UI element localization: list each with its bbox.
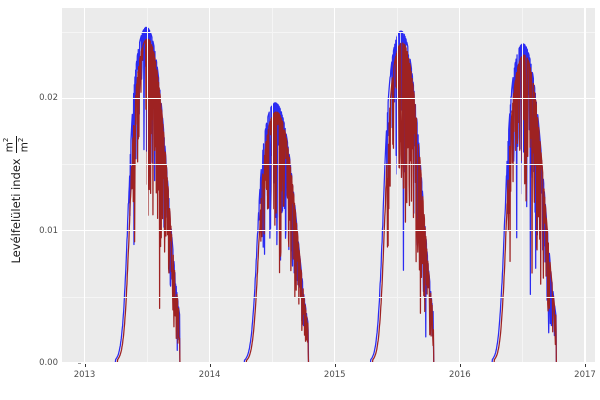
y-tick-mark [78, 362, 81, 364]
x-tick-mark [459, 364, 461, 367]
gridline-vertical [83, 8, 86, 363]
x-tick-mark [334, 364, 336, 367]
y-tick-label: 0.02 [39, 93, 58, 104]
x-tick-label: 2013 [73, 370, 96, 380]
gridline-vertical [397, 8, 398, 363]
x-tick-label: 2014 [198, 370, 221, 380]
y-tick-label: 0.01 [39, 225, 58, 236]
gridline-vertical [272, 8, 273, 363]
gridline-horizontal [62, 362, 595, 363]
x-tick-mark [209, 364, 211, 367]
x-tick-mark [584, 364, 586, 367]
series-line-blue-series [62, 27, 595, 363]
gridline-horizontal [62, 164, 595, 165]
gridline-vertical [584, 8, 586, 363]
x-tick-label: 2017 [574, 370, 596, 380]
y-tick-label: 0.00 [39, 358, 58, 368]
gridline-horizontal [62, 296, 595, 298]
x-tick-label: 2016 [449, 370, 471, 380]
x-tick-mark [84, 364, 86, 367]
gridline-vertical [459, 8, 461, 363]
gridline-horizontal [62, 229, 595, 232]
series-layer [62, 8, 595, 363]
gridline-vertical [522, 8, 524, 363]
gridline-vertical [334, 8, 336, 363]
series-line-red-series [62, 39, 595, 363]
plot-panel [62, 8, 595, 363]
gridline-vertical [209, 8, 211, 363]
gridline-horizontal [62, 97, 595, 99]
gridline-horizontal [62, 31, 595, 33]
gridline-vertical [147, 8, 148, 363]
x-tick-label: 2015 [323, 370, 346, 380]
